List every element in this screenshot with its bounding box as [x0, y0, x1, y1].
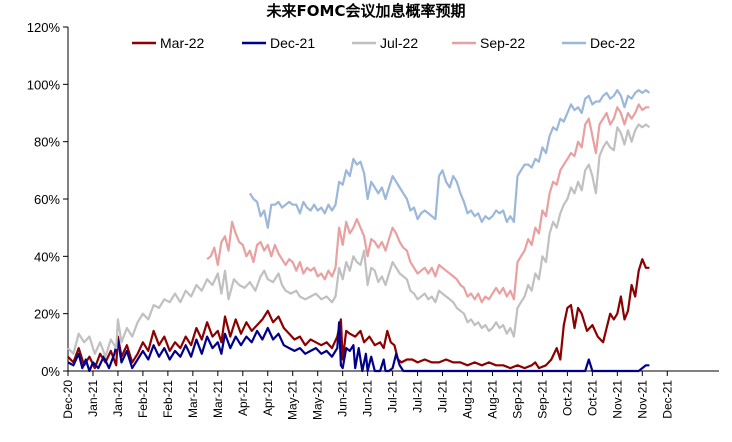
x-tick-label: Jan-21 [86, 380, 100, 417]
x-tick-label: Aug-21 [485, 380, 499, 419]
x-tick-label: Feb-21 [161, 380, 175, 418]
y-tick-label: 60% [34, 192, 60, 207]
x-tick-label: Oct-21 [585, 380, 599, 416]
x-tick-label: Apr-21 [261, 380, 275, 416]
series-layer [67, 89, 651, 373]
legend-item-sep-22: Sep-22 [452, 35, 525, 51]
legend-label: Jul-22 [380, 35, 418, 51]
x-tick-label: Sep-21 [510, 380, 524, 419]
x-tick-label: Dec-20 [61, 380, 75, 419]
y-tick-label: 80% [34, 135, 60, 150]
legend-item-mar-22: Mar-22 [132, 35, 205, 51]
y-tick-label: 20% [34, 307, 60, 322]
x-tick-label: Nov-21 [610, 380, 624, 419]
chart-title: 未来FOMC会议加息概率预期 [266, 2, 466, 20]
x-tick-label: Jun-21 [336, 380, 350, 417]
legend-label: Dec-22 [590, 35, 635, 51]
x-tick-label: Jul-21 [411, 380, 425, 413]
y-tick-label: 0% [41, 364, 60, 379]
series-line-dec-22 [248, 89, 651, 229]
y-tick-label: 40% [34, 249, 60, 264]
x-tick-label: Apr-21 [236, 380, 250, 416]
x-tick-label: Jun-21 [361, 380, 375, 417]
series-line-jul-22 [67, 123, 651, 358]
x-tick-label: Aug-21 [461, 380, 475, 419]
legend-item-dec-21: Dec-21 [242, 35, 315, 51]
legend-label: Dec-21 [270, 35, 315, 51]
x-tick-label: May-21 [311, 380, 325, 420]
y-tick-label: 120% [27, 20, 61, 35]
x-tick-label: Feb-21 [136, 380, 150, 418]
x-tick-label: May-21 [286, 380, 300, 420]
y-axis: 0% 20% 40% 60% 80% 100% 120% [27, 20, 69, 379]
series-line-mar-22 [67, 258, 650, 370]
x-tick-label: Mar-21 [211, 380, 225, 418]
legend-item-dec-22: Dec-22 [562, 35, 635, 51]
x-tick-label: Mar-21 [186, 380, 200, 418]
x-tick-label: Nov-21 [635, 380, 649, 419]
x-axis: Dec-20 Jan-21 Jan-21 Feb-21 Feb-21 Mar-21 Mar-… [61, 370, 719, 420]
series-line-sep-22 [206, 103, 650, 304]
legend: Mar-22 Dec-21 Jul-22 Sep-22 Dec-22 [132, 35, 635, 51]
x-tick-label: Jul-21 [386, 380, 400, 413]
x-tick-label: Jan-21 [111, 380, 125, 417]
y-tick-label: 100% [27, 77, 61, 92]
legend-item-jul-22: Jul-22 [352, 35, 418, 51]
x-tick-label: Oct-21 [560, 380, 574, 416]
legend-label: Sep-22 [480, 35, 525, 51]
series-line-dec-21 [67, 321, 650, 373]
x-tick-label: Dec-21 [660, 380, 674, 419]
x-tick-label: Sep-21 [535, 380, 549, 419]
legend-label: Mar-22 [160, 35, 205, 51]
x-tick-label: Jul-21 [436, 380, 450, 413]
